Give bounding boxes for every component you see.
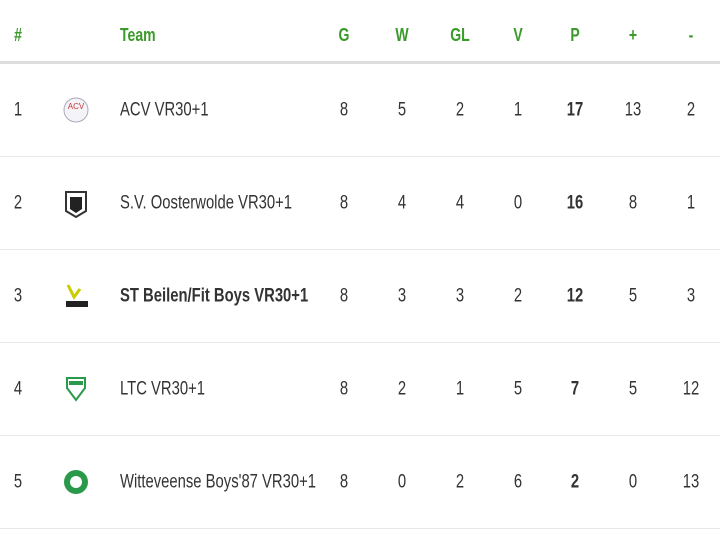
stat-cell: 2	[455, 471, 465, 493]
stat-cell: 17	[566, 99, 584, 121]
stat-cell: 5	[397, 99, 407, 121]
header-stat: P	[570, 25, 580, 45]
header-stat: -	[688, 25, 694, 45]
stat-cell: 0	[628, 471, 638, 493]
header-stat: +	[628, 25, 638, 45]
team-logo	[64, 470, 88, 494]
stat-cell: 2	[513, 285, 523, 307]
stat-cell: 2	[397, 378, 407, 400]
stat-cell: 16	[566, 192, 584, 214]
header-stat: W	[395, 25, 409, 45]
stat-cell: 13	[682, 471, 700, 493]
header-rank: #	[14, 25, 22, 45]
stat-cell: 12	[566, 285, 584, 307]
header-divider	[0, 61, 720, 64]
row-divider	[0, 249, 720, 250]
team-name: ACV VR30+1	[120, 99, 209, 121]
team-name: LTC VR30+1	[120, 378, 205, 400]
team-name: S.V. Oosterwolde VR30+1	[120, 192, 293, 214]
stat-cell: 13	[624, 99, 642, 121]
row-divider	[0, 342, 720, 343]
stat-cell: 5	[628, 285, 638, 307]
stat-cell: 8	[339, 192, 349, 214]
stat-cell: 8	[628, 192, 638, 214]
stat-cell: 2	[455, 99, 465, 121]
header-stat: GL	[450, 25, 470, 45]
row-divider	[0, 435, 720, 436]
stat-cell: 3	[455, 285, 465, 307]
stat-cell: 3	[397, 285, 407, 307]
stat-cell: 8	[339, 285, 349, 307]
stat-cell: 5	[513, 378, 523, 400]
stat-cell: 7	[570, 378, 580, 400]
stat-cell: 2	[686, 99, 696, 121]
header-stat: V	[513, 25, 523, 45]
team-logo	[66, 284, 88, 307]
team-logo	[66, 377, 86, 402]
stat-cell: 2	[570, 471, 580, 493]
stat-cell: 5	[628, 378, 638, 400]
team-name: Witteveense Boys'87 VR30+1	[120, 471, 317, 493]
rank: 1	[13, 99, 23, 121]
header-stat: G	[338, 25, 350, 45]
stat-cell: 8	[339, 471, 349, 493]
row-divider	[0, 528, 720, 529]
team-name: ST Beilen/Fit Boys VR30+1	[120, 285, 309, 307]
header-team: Team	[120, 25, 156, 45]
stat-cell: 1	[455, 378, 465, 400]
stat-cell: 1	[513, 99, 523, 121]
stat-cell: 0	[397, 471, 407, 493]
team-logo: ACV	[63, 97, 89, 123]
team-logo	[65, 191, 87, 219]
stat-cell: 12	[682, 378, 700, 400]
stat-cell: 8	[339, 378, 349, 400]
rank: 5	[13, 471, 23, 493]
row-divider	[0, 156, 720, 157]
stat-cell: 6	[513, 471, 523, 493]
stat-cell: 3	[686, 285, 696, 307]
stat-cell: 1	[686, 192, 696, 214]
rank: 2	[13, 192, 23, 214]
svg-text:ACV: ACV	[68, 102, 85, 111]
rank: 3	[13, 285, 23, 307]
stat-cell: 4	[397, 192, 407, 214]
stat-cell: 8	[339, 99, 349, 121]
stat-cell: 0	[513, 192, 523, 214]
stat-cell: 4	[455, 192, 465, 214]
rank: 4	[13, 378, 23, 400]
